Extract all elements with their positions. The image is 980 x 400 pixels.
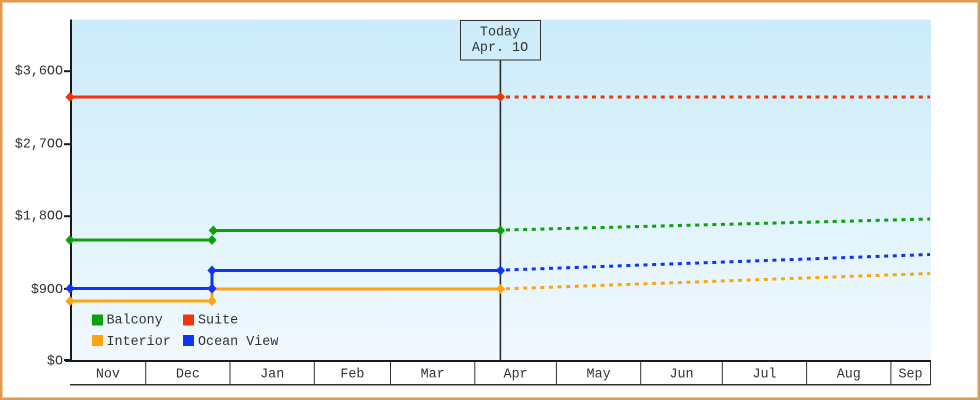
svg-text:Dec: Dec	[176, 367, 200, 382]
svg-text:$1,8OO: $1,8OO	[15, 210, 63, 225]
svg-text:Suite: Suite	[198, 314, 238, 329]
svg-text:Apr: Apr	[504, 367, 528, 382]
svg-text:$3,6OO: $3,6OO	[15, 65, 63, 80]
svg-text:Ocean View: Ocean View	[198, 335, 278, 350]
svg-text:Jul: Jul	[752, 367, 776, 382]
svg-text:Aug: Aug	[837, 367, 861, 382]
svg-text:$9OO: $9OO	[31, 283, 63, 298]
svg-text:Feb: Feb	[340, 367, 364, 382]
svg-text:Sep: Sep	[898, 367, 922, 382]
svg-text:Jun: Jun	[669, 367, 693, 382]
svg-text:Today: Today	[480, 25, 520, 40]
svg-text:Mar: Mar	[421, 367, 445, 382]
svg-text:May: May	[587, 367, 611, 382]
svg-text:Apr. 1O: Apr. 1O	[472, 41, 528, 56]
svg-text:Balcony: Balcony	[107, 314, 163, 329]
svg-text:$O: $O	[47, 355, 63, 370]
svg-text:Nov: Nov	[96, 367, 120, 382]
svg-text:$2,7OO: $2,7OO	[15, 138, 63, 153]
svg-text:Jan: Jan	[260, 367, 284, 382]
svg-text:Interior: Interior	[107, 335, 171, 350]
